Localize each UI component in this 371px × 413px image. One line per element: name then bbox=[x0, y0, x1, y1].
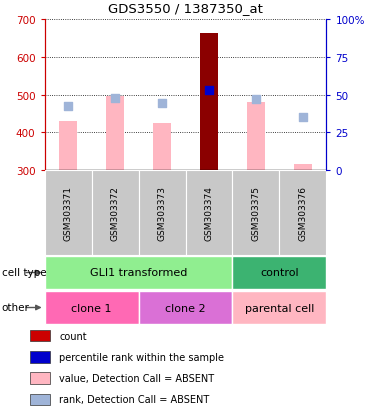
Bar bbox=[233, 256, 326, 290]
Point bbox=[112, 95, 118, 102]
Point bbox=[300, 114, 306, 121]
Bar bbox=[186, 171, 233, 255]
Bar bbox=[30, 330, 50, 342]
Text: clone 2: clone 2 bbox=[165, 303, 206, 313]
Text: GSM303372: GSM303372 bbox=[111, 185, 119, 240]
Text: GSM303373: GSM303373 bbox=[158, 185, 167, 240]
Bar bbox=[30, 373, 50, 384]
Text: GSM303376: GSM303376 bbox=[299, 185, 308, 240]
Bar bbox=[138, 171, 186, 255]
Bar bbox=[45, 171, 92, 255]
Text: control: control bbox=[260, 268, 299, 278]
Bar bbox=[59, 122, 77, 171]
Point bbox=[159, 101, 165, 107]
Text: clone 1: clone 1 bbox=[71, 303, 112, 313]
Bar bbox=[106, 97, 124, 171]
Text: cell type: cell type bbox=[2, 268, 46, 278]
Bar bbox=[279, 171, 326, 255]
Bar bbox=[153, 123, 171, 171]
Point bbox=[206, 88, 212, 94]
Text: GSM303374: GSM303374 bbox=[204, 185, 213, 240]
Bar bbox=[247, 103, 265, 171]
Point bbox=[65, 103, 71, 110]
Bar bbox=[92, 171, 138, 255]
Bar bbox=[30, 394, 50, 405]
Point bbox=[253, 97, 259, 104]
Bar bbox=[200, 34, 218, 171]
Text: GSM303371: GSM303371 bbox=[63, 185, 72, 240]
Text: GLI1 transformed: GLI1 transformed bbox=[90, 268, 187, 278]
Bar bbox=[30, 351, 50, 363]
Bar bbox=[233, 171, 279, 255]
Text: count: count bbox=[59, 331, 87, 341]
Bar bbox=[45, 291, 138, 325]
Bar bbox=[138, 291, 233, 325]
Bar bbox=[233, 291, 326, 325]
Text: percentile rank within the sample: percentile rank within the sample bbox=[59, 352, 224, 362]
Text: GSM303375: GSM303375 bbox=[252, 185, 260, 240]
Text: GDS3550 / 1387350_at: GDS3550 / 1387350_at bbox=[108, 2, 263, 15]
Bar bbox=[45, 256, 233, 290]
Text: rank, Detection Call = ABSENT: rank, Detection Call = ABSENT bbox=[59, 394, 210, 404]
Text: other: other bbox=[2, 303, 30, 313]
Bar bbox=[294, 165, 312, 171]
Text: parental cell: parental cell bbox=[245, 303, 314, 313]
Text: value, Detection Call = ABSENT: value, Detection Call = ABSENT bbox=[59, 373, 214, 383]
